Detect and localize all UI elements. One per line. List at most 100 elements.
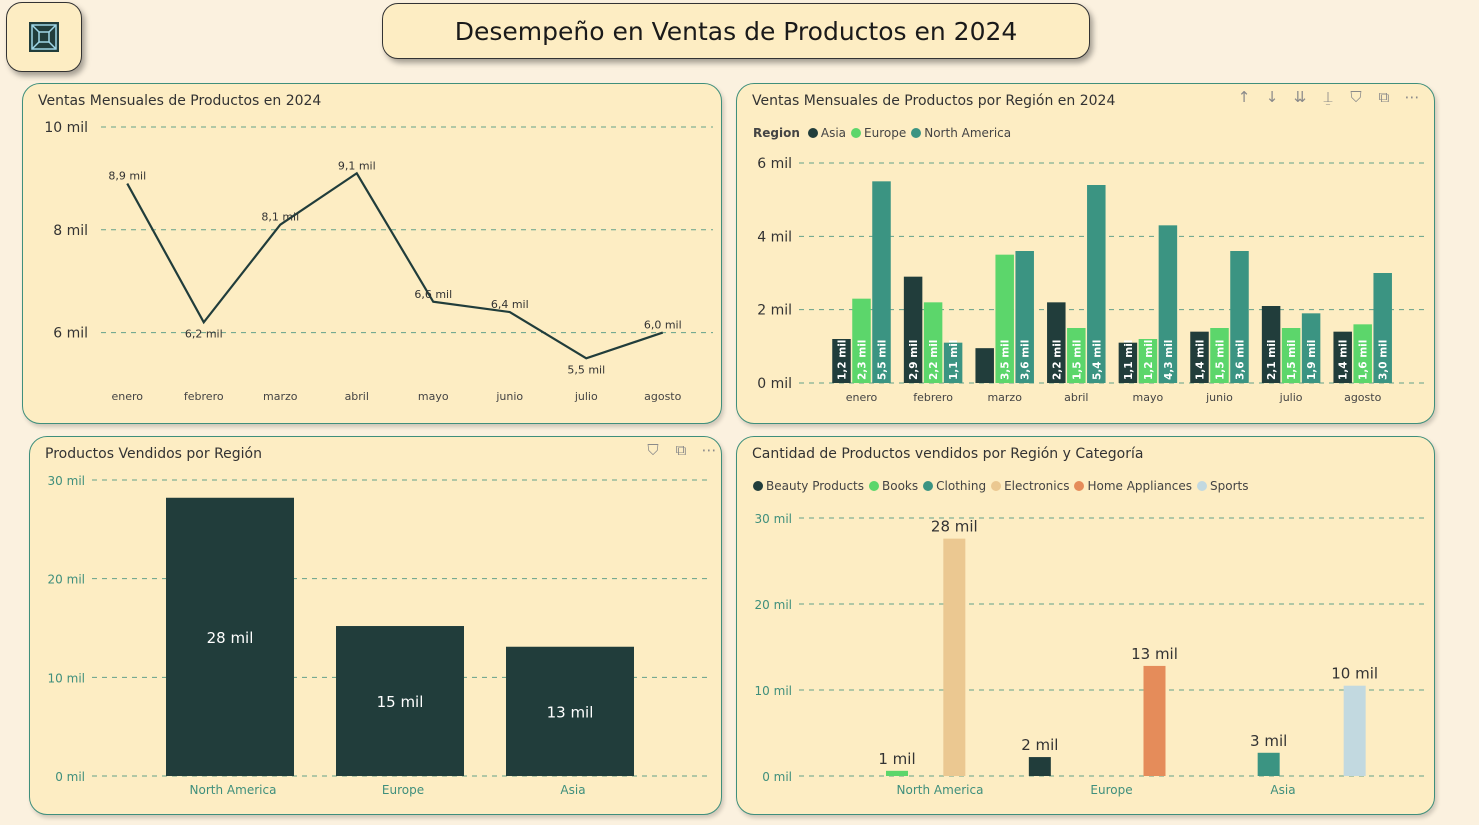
bar: [1333, 331, 1352, 383]
bar: [1087, 185, 1106, 383]
chart-legend: Beauty Products Books Clothing Electronics H…: [753, 479, 1254, 493]
monthly-sales-by-region-card[interactable]: Ventas Mensuales de Productos por Región…: [736, 83, 1435, 424]
products-by-region-card[interactable]: Productos Vendidos por Región ⛉ ⧉ ⋯ 0 mi…: [29, 436, 722, 815]
bar: [943, 538, 966, 776]
y-tick-label: 6 mil: [757, 156, 792, 172]
data-label: 6,0 mil: [644, 319, 682, 332]
legend-item[interactable]: Books: [869, 479, 918, 493]
data-label: 13 mil: [547, 703, 594, 721]
legend-label: Beauty Products: [766, 479, 865, 493]
legend-label: Sports: [1210, 479, 1249, 493]
bar: [995, 254, 1014, 383]
x-tick-label: Asia: [1270, 783, 1295, 797]
card-title: Cantidad de Productos vendidos por Regió…: [752, 446, 1144, 462]
expand-hierarchy-icon[interactable]: ⍊: [1323, 88, 1333, 106]
focus-mode-icon[interactable]: ⧉: [675, 441, 687, 459]
logo-button[interactable]: [6, 2, 82, 72]
products-by-region-category-card[interactable]: Cantidad de Productos vendidos por Regió…: [736, 436, 1435, 815]
filter-icon[interactable]: ⛉: [647, 441, 659, 459]
bar: [1118, 342, 1138, 383]
bar: [1028, 757, 1051, 776]
bar: [943, 342, 963, 383]
data-label: 28 mil: [931, 518, 978, 536]
data-label: 2,2 mil: [928, 340, 940, 380]
legend-item[interactable]: Europe: [851, 126, 906, 140]
legend-marker: [923, 481, 934, 491]
data-label: 8,9 mil: [108, 170, 146, 183]
more-options-icon[interactable]: ⋯: [701, 441, 717, 459]
legend-item[interactable]: Clothing: [923, 479, 986, 493]
expand-all-down-icon[interactable]: ⇊: [1293, 88, 1307, 106]
y-tick-label: 10 mil: [44, 120, 88, 136]
data-label: 2 mil: [1021, 736, 1058, 754]
page-title: Desempeño en Ventas de Productos en 2024: [382, 3, 1090, 59]
x-tick-label: abril: [345, 390, 369, 403]
chart-legend: Region Asia Europe North America: [753, 126, 1016, 140]
data-label: 15 mil: [377, 693, 424, 711]
x-tick-label: junio: [1205, 391, 1233, 404]
legend-item[interactable]: Sports: [1197, 479, 1249, 493]
bar: [1190, 331, 1209, 383]
data-label: 2,3 mil: [857, 340, 869, 380]
legend-marker: [1197, 481, 1208, 491]
data-label: 2,2 mil: [1051, 340, 1063, 380]
legend-item[interactable]: Asia: [807, 126, 846, 140]
drill-down-icon[interactable]: ↓: [1265, 88, 1279, 106]
legend-label: Home Appliances: [1087, 479, 1193, 493]
filter-icon[interactable]: ⛉: [1350, 88, 1362, 106]
data-label: 6,4 mil: [491, 298, 529, 311]
data-label: 1,1 mil: [1123, 340, 1135, 380]
legend-item[interactable]: North America: [911, 126, 1011, 140]
data-label: 1,6 mil: [1358, 340, 1370, 380]
monthly-sales-line-card[interactable]: Ventas Mensuales de Productos en 2024 6 …: [22, 83, 722, 424]
bar: [1015, 251, 1034, 383]
more-options-icon[interactable]: ⋯: [1404, 88, 1420, 106]
monthly-sales-by-region-chart[interactable]: 0 mil 2 mil 4 mil 6 mil 1,2 mil 2,3 mil 5,5 mi…: [737, 84, 1434, 423]
bar: [872, 181, 891, 383]
focus-mode-icon[interactable]: ⧉: [1378, 88, 1390, 106]
x-tick-label: marzo: [263, 390, 298, 403]
data-label: 1,5 mil: [1215, 340, 1227, 380]
legend-label: Clothing: [936, 479, 987, 493]
legend-item[interactable]: Beauty Products: [753, 479, 864, 493]
legend-marker: [991, 481, 1002, 491]
data-label: 1,1 mil: [948, 340, 960, 380]
x-tick-label: mayo: [1133, 391, 1164, 404]
y-tick-label: 0 mil: [762, 770, 792, 784]
bar: [923, 302, 943, 383]
legend-item[interactable]: Electronics: [991, 479, 1069, 493]
bar: [1047, 302, 1066, 383]
products-by-region-category-chart[interactable]: 0 mil 10 mil 20 mil 30 mil 1 mil 28 mil North …: [737, 437, 1434, 814]
y-tick-label: 0 mil: [55, 770, 85, 784]
legend-marker: [1074, 481, 1085, 491]
y-tick-label: 30 mil: [48, 474, 85, 488]
x-tick-label: Asia: [560, 783, 585, 797]
legend-title: Region: [753, 126, 800, 140]
data-label: 2,1 mil: [1266, 340, 1278, 380]
bar: [1353, 324, 1372, 383]
data-label: 9,1 mil: [338, 159, 376, 172]
legend-label: North America: [924, 126, 1012, 140]
y-tick-label: 20 mil: [48, 573, 85, 587]
data-label: 5,5 mil: [877, 340, 889, 380]
drill-up-icon[interactable]: ↑: [1237, 88, 1251, 106]
x-tick-label: agosto: [1344, 391, 1381, 404]
data-label: 10 mil: [1331, 665, 1378, 683]
bar: [166, 497, 294, 776]
bar: [1210, 328, 1229, 383]
monthly-sales-line-chart[interactable]: 6 mil 8 mil 10 mil enero febrero marzo abril ma…: [23, 84, 721, 423]
y-tick-label: 10 mil: [48, 671, 85, 685]
y-tick-label: 6 mil: [53, 326, 88, 342]
bar: [832, 339, 851, 383]
bar: [852, 298, 871, 383]
data-label: 1 mil: [878, 750, 915, 768]
data-label: 3,5 mil: [1000, 340, 1012, 380]
data-label: 1,5 mil: [1071, 340, 1083, 380]
x-tick-label: junio: [495, 390, 523, 403]
bar: [1301, 313, 1321, 383]
bar: [975, 348, 994, 383]
products-by-region-chart[interactable]: 0 mil 10 mil 20 mil 30 mil 28 mil North Ameri…: [30, 437, 721, 814]
legend-label: Electronics: [1004, 479, 1070, 493]
y-tick-label: 30 mil: [755, 512, 792, 526]
legend-item[interactable]: Home Appliances: [1074, 479, 1192, 493]
